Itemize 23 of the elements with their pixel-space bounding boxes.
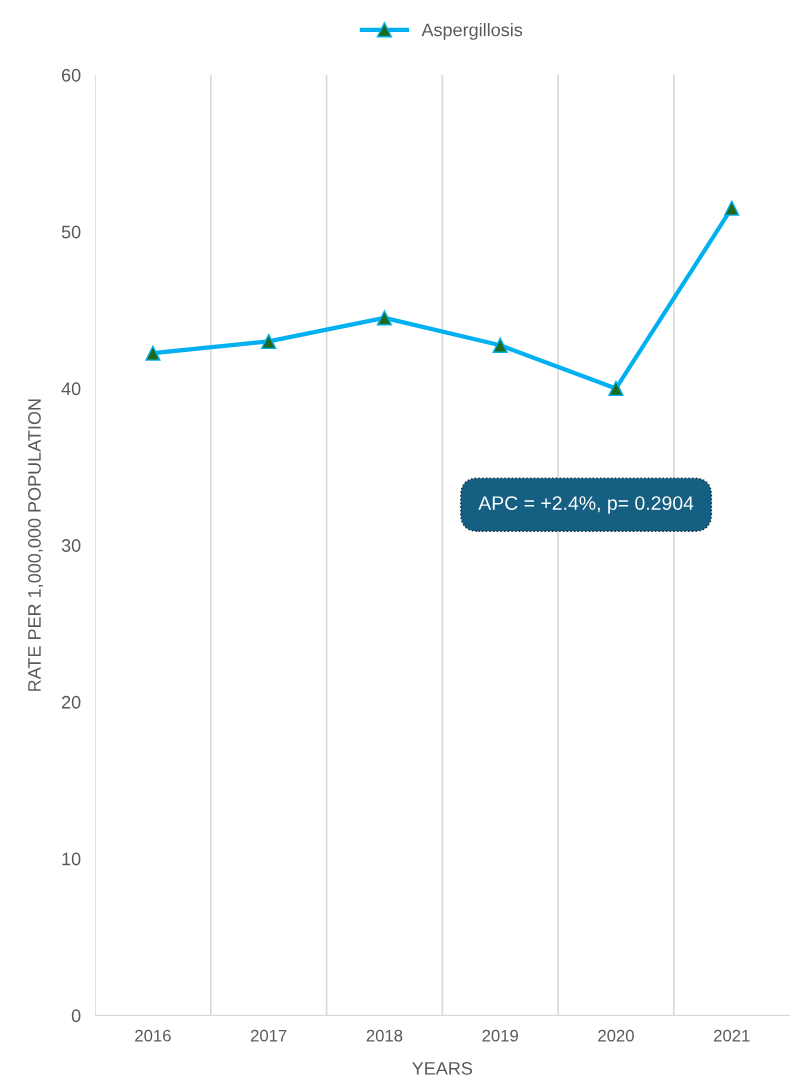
point	[724, 200, 740, 216]
point	[145, 345, 161, 361]
y-axis-title: RATE PER 1,000,000 POPULATION	[28, 399, 43, 691]
x-tick-label: 2020	[598, 1029, 634, 1042]
point	[376, 310, 393, 326]
y-tick-label: 50	[61, 225, 81, 239]
y-tick-label: 0	[71, 1009, 81, 1023]
point	[608, 380, 624, 397]
y-tick-label: 40	[61, 382, 81, 396]
y-tick-label: 10	[62, 852, 81, 866]
annotation: APC = +2.4%, p= 0.2904	[478, 496, 694, 514]
x-tick-label: 2017	[250, 1029, 287, 1042]
point	[261, 333, 277, 350]
x-axis-title: YEARS	[412, 1061, 473, 1075]
y-tick-label: 20	[61, 695, 81, 709]
x-tick-label: 2019	[482, 1029, 518, 1042]
point	[492, 337, 508, 353]
x-tick-label: 2018	[366, 1029, 403, 1042]
x-tick-label: 2016	[135, 1029, 171, 1042]
y-tick-label: 30	[61, 539, 81, 552]
y-tick-label: 60	[61, 68, 81, 82]
legend-label: Aspergillosis	[421, 23, 523, 40]
x-tick-label: 2021	[714, 1029, 750, 1042]
